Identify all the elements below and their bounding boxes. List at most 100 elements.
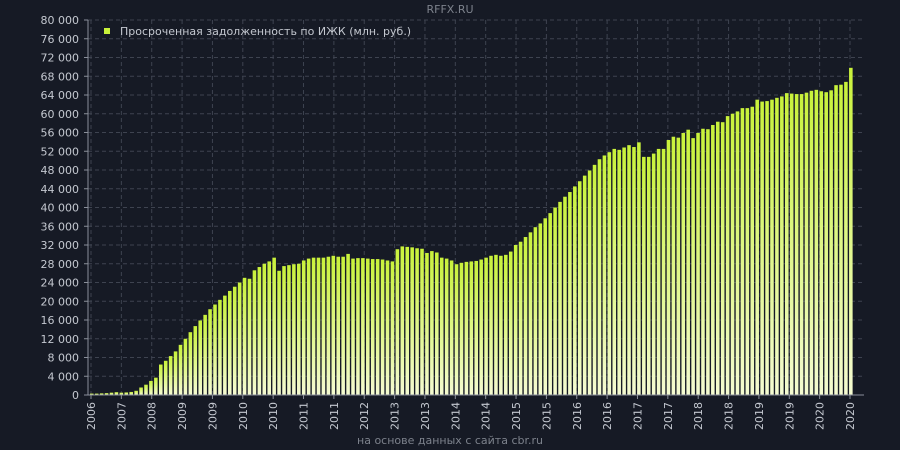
y-tick-label: 56 000 xyxy=(41,127,80,140)
x-tick-label: 2014 xyxy=(480,402,493,430)
x-tick-label: 2018 xyxy=(692,402,705,430)
bar xyxy=(267,261,271,395)
bar xyxy=(311,257,316,395)
bar xyxy=(183,338,188,395)
bar xyxy=(775,97,779,395)
bar xyxy=(321,257,326,395)
y-tick-label: 12 000 xyxy=(41,333,80,346)
bar xyxy=(400,246,405,395)
bar xyxy=(247,278,252,395)
x-tick-label: 2006 xyxy=(85,402,98,430)
bar xyxy=(454,264,459,395)
bar xyxy=(651,153,656,395)
bar xyxy=(770,99,774,395)
bar xyxy=(839,84,843,395)
bar xyxy=(494,254,498,395)
x-tick-label: 2007 xyxy=(115,402,128,430)
legend: Просроченная задолженность по ИЖК (млн. … xyxy=(104,25,411,38)
y-tick-label: 20 000 xyxy=(41,295,80,308)
bar xyxy=(282,266,286,395)
bar xyxy=(573,186,577,395)
bar xyxy=(814,89,819,395)
y-tick-label: 40 000 xyxy=(41,202,80,215)
bar xyxy=(543,218,548,395)
y-tick-label: 4 000 xyxy=(48,370,80,383)
legend-label: Просроченная задолженность по ИЖК (млн. … xyxy=(120,25,411,38)
bar xyxy=(671,136,676,395)
bar xyxy=(326,256,331,395)
bar xyxy=(90,393,94,395)
x-tick-label: 2018 xyxy=(723,402,736,430)
bar xyxy=(474,260,479,395)
x-tick-label: 2008 xyxy=(146,402,159,430)
bar xyxy=(346,253,350,395)
bar xyxy=(489,255,493,395)
bar xyxy=(375,259,380,395)
bar xyxy=(144,384,148,395)
bar xyxy=(351,258,355,395)
bar xyxy=(577,181,582,395)
bar xyxy=(223,295,227,395)
x-tick-label: 2011 xyxy=(328,402,341,430)
bar xyxy=(218,299,222,395)
x-tick-label: 2016 xyxy=(601,402,614,430)
bar xyxy=(430,251,434,395)
bar xyxy=(834,85,838,395)
y-axis-tick-labels: 0 4 000 8 000 12 000 16 000 20 000 24 000 28 00… xyxy=(41,14,80,402)
bar xyxy=(755,99,759,395)
bar xyxy=(819,91,824,395)
x-tick-label: 2016 xyxy=(571,402,584,430)
bar xyxy=(459,262,464,395)
bar xyxy=(666,140,671,395)
y-tick-label: 64 000 xyxy=(41,89,80,102)
x-tick-label: 2020 xyxy=(844,402,857,430)
bar xyxy=(203,314,207,395)
bar xyxy=(735,111,740,395)
x-tick-label: 2013 xyxy=(389,402,402,430)
bar xyxy=(849,67,853,395)
bar xyxy=(656,148,661,395)
bar xyxy=(553,207,557,395)
y-tick-label: 32 000 xyxy=(41,239,80,252)
bar xyxy=(617,149,621,395)
x-tick-label: 2010 xyxy=(237,402,250,430)
bar xyxy=(232,286,237,395)
bar xyxy=(740,108,745,395)
y-tick-label: 8 000 xyxy=(48,352,80,365)
bar xyxy=(508,251,513,395)
bar xyxy=(676,137,681,395)
bar xyxy=(725,116,730,395)
bar xyxy=(292,264,296,395)
watermark: RFFX.RU xyxy=(426,3,473,16)
bar xyxy=(139,387,143,395)
bar xyxy=(587,170,592,395)
bars xyxy=(90,67,853,395)
bar xyxy=(380,259,385,395)
bar xyxy=(331,255,336,395)
bar xyxy=(701,128,705,395)
bar xyxy=(435,252,439,395)
bar xyxy=(715,121,720,395)
bar xyxy=(686,129,690,395)
bar xyxy=(809,90,814,395)
bar xyxy=(257,267,262,395)
y-tick-label: 0 xyxy=(72,389,79,402)
x-tick-label: 2019 xyxy=(753,402,766,430)
bar xyxy=(612,148,617,395)
bar xyxy=(720,122,725,395)
bar xyxy=(99,393,104,395)
bar xyxy=(765,101,769,395)
x-tick-label: 2015 xyxy=(540,402,553,430)
bar xyxy=(444,258,449,395)
bar xyxy=(242,277,247,395)
bar xyxy=(410,247,414,395)
bar xyxy=(366,258,370,395)
bar xyxy=(336,256,341,395)
bar xyxy=(844,81,848,395)
bar xyxy=(568,192,572,395)
y-tick-label: 28 000 xyxy=(41,258,80,271)
bar xyxy=(178,344,183,395)
bar xyxy=(425,252,429,395)
bar xyxy=(607,152,612,395)
